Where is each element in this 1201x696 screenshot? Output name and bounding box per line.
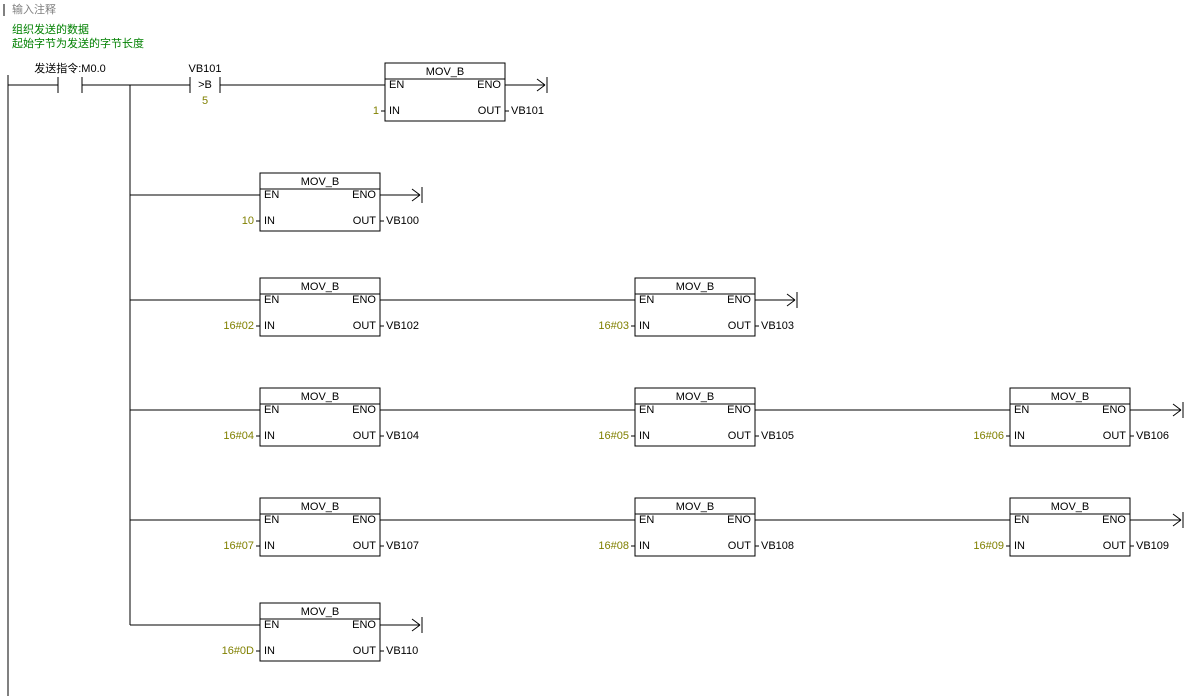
svg-text:IN: IN xyxy=(264,430,275,442)
svg-text:MOV_B: MOV_B xyxy=(301,391,340,403)
svg-text:MOV_B: MOV_B xyxy=(1051,501,1090,513)
svg-text:>B: >B xyxy=(198,79,212,91)
svg-text:OUT: OUT xyxy=(353,645,377,657)
svg-text:16#03: 16#03 xyxy=(598,320,629,332)
svg-text:16#07: 16#07 xyxy=(223,540,254,552)
svg-text:OUT: OUT xyxy=(353,540,377,552)
svg-text:1: 1 xyxy=(373,105,379,117)
svg-text:OUT: OUT xyxy=(353,320,377,332)
svg-text:IN: IN xyxy=(264,540,275,552)
svg-text:ENO: ENO xyxy=(352,619,376,631)
svg-text:10: 10 xyxy=(242,215,254,227)
svg-text:ENO: ENO xyxy=(727,404,751,416)
svg-text:MOV_B: MOV_B xyxy=(301,501,340,513)
svg-text:5: 5 xyxy=(202,95,208,107)
svg-text:VB105: VB105 xyxy=(761,430,794,442)
svg-text:MOV_B: MOV_B xyxy=(301,176,340,188)
svg-text:MOV_B: MOV_B xyxy=(426,66,465,78)
svg-text:VB100: VB100 xyxy=(386,215,419,227)
svg-text:ENO: ENO xyxy=(352,294,376,306)
svg-text:OUT: OUT xyxy=(353,215,377,227)
svg-text:ENO: ENO xyxy=(352,404,376,416)
svg-text:VB107: VB107 xyxy=(386,540,419,552)
svg-text:IN: IN xyxy=(264,320,275,332)
svg-text:ENO: ENO xyxy=(352,514,376,526)
svg-text:OUT: OUT xyxy=(728,540,752,552)
svg-text:VB101: VB101 xyxy=(511,105,544,117)
svg-text:VB104: VB104 xyxy=(386,430,419,442)
svg-text:组织发送的数据: 组织发送的数据 xyxy=(12,22,89,36)
svg-text:16#02: 16#02 xyxy=(223,320,254,332)
svg-text:VB102: VB102 xyxy=(386,320,419,332)
svg-text:EN: EN xyxy=(639,514,654,526)
svg-text:OUT: OUT xyxy=(1103,540,1127,552)
svg-text:MOV_B: MOV_B xyxy=(1051,391,1090,403)
svg-text:EN: EN xyxy=(264,619,279,631)
svg-text:OUT: OUT xyxy=(728,320,752,332)
svg-text:16#06: 16#06 xyxy=(973,430,1004,442)
svg-text:IN: IN xyxy=(639,430,650,442)
svg-text:ENO: ENO xyxy=(477,79,501,91)
svg-text:MOV_B: MOV_B xyxy=(676,501,715,513)
svg-text:起始字节为发送的字节长度: 起始字节为发送的字节长度 xyxy=(12,36,144,50)
svg-text:MOV_B: MOV_B xyxy=(676,281,715,293)
svg-text:IN: IN xyxy=(639,540,650,552)
ladder-diagram: 输入注释组织发送的数据起始字节为发送的字节长度发送指令:M0.0 VB101 >B 5… xyxy=(0,0,1201,696)
svg-text:MOV_B: MOV_B xyxy=(301,606,340,618)
svg-text:OUT: OUT xyxy=(353,430,377,442)
svg-text:16#0D: 16#0D xyxy=(222,645,254,657)
svg-text:16#05: 16#05 xyxy=(598,430,629,442)
svg-text:IN: IN xyxy=(1014,540,1025,552)
svg-text:VB110: VB110 xyxy=(386,645,418,657)
svg-text:ENO: ENO xyxy=(1102,514,1126,526)
svg-text:EN: EN xyxy=(639,294,654,306)
svg-text:ENO: ENO xyxy=(727,514,751,526)
svg-text:16#08: 16#08 xyxy=(598,540,629,552)
svg-text:EN: EN xyxy=(264,189,279,201)
svg-text:EN: EN xyxy=(389,79,404,91)
svg-text:VB106: VB106 xyxy=(1136,430,1169,442)
svg-text:ENO: ENO xyxy=(727,294,751,306)
svg-text:ENO: ENO xyxy=(1102,404,1126,416)
svg-text:EN: EN xyxy=(1014,514,1029,526)
svg-text:ENO: ENO xyxy=(352,189,376,201)
svg-text:OUT: OUT xyxy=(478,105,502,117)
svg-text:16#04: 16#04 xyxy=(223,430,254,442)
svg-text:EN: EN xyxy=(639,404,654,416)
svg-text:OUT: OUT xyxy=(728,430,752,442)
svg-text:16#09: 16#09 xyxy=(973,540,1004,552)
svg-text:IN: IN xyxy=(389,105,400,117)
svg-text:VB109: VB109 xyxy=(1136,540,1169,552)
svg-text:输入注释: 输入注释 xyxy=(12,2,56,16)
svg-text:MOV_B: MOV_B xyxy=(676,391,715,403)
svg-text:VB108: VB108 xyxy=(761,540,794,552)
svg-text:VB101: VB101 xyxy=(188,63,221,75)
svg-text:EN: EN xyxy=(264,294,279,306)
svg-text:IN: IN xyxy=(639,320,650,332)
svg-text:IN: IN xyxy=(1014,430,1025,442)
svg-text:MOV_B: MOV_B xyxy=(301,281,340,293)
svg-text:IN: IN xyxy=(264,215,275,227)
svg-text:发送指令:M0.0: 发送指令:M0.0 xyxy=(34,61,106,75)
svg-text:IN: IN xyxy=(264,645,275,657)
svg-text:EN: EN xyxy=(1014,404,1029,416)
svg-text:EN: EN xyxy=(264,514,279,526)
svg-text:OUT: OUT xyxy=(1103,430,1127,442)
svg-text:EN: EN xyxy=(264,404,279,416)
svg-text:VB103: VB103 xyxy=(761,320,794,332)
